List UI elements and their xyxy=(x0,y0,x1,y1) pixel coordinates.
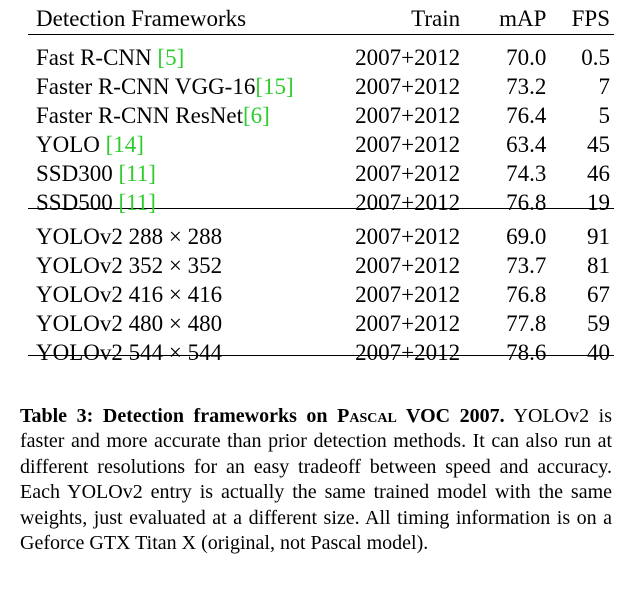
table-row: YOLO [14] 2007+2012 63.4 45 xyxy=(28,130,614,159)
table-group-yolov2: YOLOv2 288 × 288 2007+2012 69.0 91 YOLOv2 35… xyxy=(28,217,614,367)
map-cell: 76.4 xyxy=(506,103,547,128)
framework-name-cell: YOLOv2 480 × 480 xyxy=(28,309,332,338)
framework-name: Faster R-CNN VGG-16 xyxy=(36,74,256,99)
table-row: SSD500 [11] 2007+2012 76.8 19 xyxy=(28,188,614,217)
framework-name: YOLOv2 352 × 352 xyxy=(36,253,223,278)
framework-name: YOLOv2 416 × 416 xyxy=(36,282,223,307)
framework-name: Faster R-CNN ResNet xyxy=(36,103,243,128)
framework-name: YOLOv2 288 × 288 xyxy=(36,224,223,249)
table-group-divider xyxy=(28,208,614,209)
table-bottom-rule xyxy=(28,355,614,356)
framework-name-cell: Fast R-CNN [5] xyxy=(28,38,332,72)
framework-name-cell: YOLOv2 352 × 352 xyxy=(28,251,332,280)
train-cell: 2007+2012 xyxy=(355,282,461,307)
fps-cell: 45 xyxy=(587,132,610,157)
caption-lead-prefix: Table 3: Detection frameworks on xyxy=(20,405,338,427)
citation-link[interactable]: [15] xyxy=(255,74,294,99)
framework-name-cell: SSD500 [11] xyxy=(28,188,332,217)
map-cell: 63.4 xyxy=(506,132,547,157)
framework-name-cell: Faster R-CNN ResNet[6] xyxy=(28,101,332,130)
framework-name-cell: Faster R-CNN VGG-16[15] xyxy=(28,72,332,101)
fps-cell: 81 xyxy=(587,253,610,278)
framework-name-cell: YOLOv2 288 × 288 xyxy=(28,217,332,251)
table-header-row: Detection Frameworks Train mAP FPS xyxy=(28,4,614,38)
train-cell: 2007+2012 xyxy=(355,190,461,215)
framework-name: SSD300 xyxy=(36,161,119,186)
table-row: YOLOv2 544 × 544 2007+2012 78.6 40 xyxy=(28,338,614,367)
detection-frameworks-table: Detection Frameworks Train mAP FPS Fast … xyxy=(28,4,614,367)
caption-lead: Table 3: Detection frameworks on Pascal … xyxy=(20,405,505,427)
citation-link[interactable]: [11] xyxy=(118,161,156,186)
fps-cell: 91 xyxy=(587,224,610,249)
framework-name: Fast R-CNN xyxy=(36,45,158,70)
framework-name: YOLOv2 544 × 544 xyxy=(36,340,223,365)
train-cell: 2007+2012 xyxy=(355,45,461,70)
framework-name-cell: YOLOv2 416 × 416 xyxy=(28,280,332,309)
table-row: Faster R-CNN ResNet[6] 2007+2012 76.4 5 xyxy=(28,101,614,130)
table-caption: Table 3: Detection frameworks on Pascal … xyxy=(20,404,612,556)
fps-cell: 5 xyxy=(598,103,611,128)
train-cell: 2007+2012 xyxy=(355,161,461,186)
map-cell: 73.2 xyxy=(506,74,547,99)
fps-cell: 46 xyxy=(587,161,610,186)
citation-link[interactable]: [5] xyxy=(157,45,185,70)
header-map: mAP xyxy=(499,6,547,31)
header-train: Train xyxy=(411,6,461,31)
fps-cell: 59 xyxy=(587,311,610,336)
map-cell: 76.8 xyxy=(506,282,547,307)
table-top-rule xyxy=(28,34,614,35)
caption-lead-smallcaps: Pascal xyxy=(337,405,397,427)
fps-cell: 19 xyxy=(587,190,610,215)
framework-name: SSD500 xyxy=(36,190,119,215)
map-cell: 76.8 xyxy=(506,190,547,215)
map-cell: 69.0 xyxy=(506,224,547,249)
map-cell: 77.8 xyxy=(506,311,547,336)
citation-link[interactable]: [14] xyxy=(105,132,144,157)
map-cell: 78.6 xyxy=(506,340,547,365)
framework-name: YOLOv2 480 × 480 xyxy=(36,311,223,336)
citation-link[interactable]: [6] xyxy=(242,103,270,128)
train-cell: 2007+2012 xyxy=(355,224,461,249)
map-cell: 74.3 xyxy=(506,161,547,186)
framework-name-cell: SSD300 [11] xyxy=(28,159,332,188)
header-fps: FPS xyxy=(571,6,610,31)
train-cell: 2007+2012 xyxy=(355,132,461,157)
header-framework: Detection Frameworks xyxy=(36,6,247,31)
map-cell: 70.0 xyxy=(506,45,547,70)
citation-link[interactable]: [11] xyxy=(118,190,156,215)
train-cell: 2007+2012 xyxy=(355,311,461,336)
fps-cell: 40 xyxy=(587,340,610,365)
train-cell: 2007+2012 xyxy=(355,74,461,99)
table-row: SSD300 [11] 2007+2012 74.3 46 xyxy=(28,159,614,188)
table-row: YOLOv2 416 × 416 2007+2012 76.8 67 xyxy=(28,280,614,309)
train-cell: 2007+2012 xyxy=(355,253,461,278)
table-group-prior-methods: Fast R-CNN [5] 2007+2012 70.0 0.5 Faster R-C… xyxy=(28,38,614,217)
train-cell: 2007+2012 xyxy=(355,340,461,365)
framework-name: YOLO xyxy=(36,132,106,157)
fps-cell: 7 xyxy=(598,74,611,99)
table-row: YOLOv2 352 × 352 2007+2012 73.7 81 xyxy=(28,251,614,280)
table-row: YOLOv2 480 × 480 2007+2012 77.8 59 xyxy=(28,309,614,338)
map-cell: 73.7 xyxy=(506,253,547,278)
framework-name-cell: YOLOv2 544 × 544 xyxy=(28,338,332,367)
table-row: YOLOv2 288 × 288 2007+2012 69.0 91 xyxy=(28,217,614,251)
fps-cell: 0.5 xyxy=(581,45,610,70)
fps-cell: 67 xyxy=(587,282,610,307)
train-cell: 2007+2012 xyxy=(355,103,461,128)
table-row: Faster R-CNN VGG-16[15] 2007+2012 73.2 7 xyxy=(28,72,614,101)
framework-name-cell: YOLO [14] xyxy=(28,130,332,159)
caption-body: YOLOv2 is faster and more accurate than … xyxy=(20,405,613,555)
table-row: Fast R-CNN [5] 2007+2012 70.0 0.5 xyxy=(28,38,614,72)
caption-lead-suffix: VOC 2007. xyxy=(396,405,505,427)
